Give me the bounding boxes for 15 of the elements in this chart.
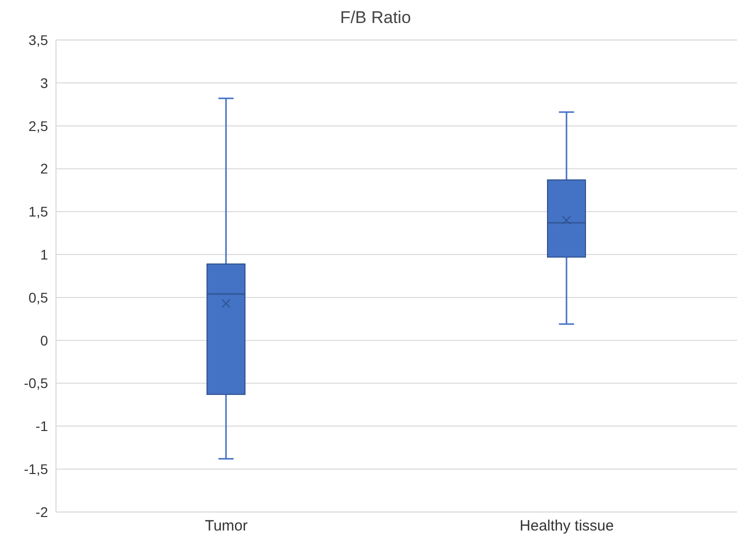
chart-title: F/B Ratio <box>339 8 412 28</box>
y-tick-label: 3 <box>40 74 48 91</box>
y-tick-label: 0 <box>40 332 48 348</box>
y-tick-label: 2 <box>40 160 48 177</box>
y-tick-label: 1,5 <box>28 204 48 220</box>
y-tick-label: -1 <box>36 418 48 434</box>
x-tick-label: Tumor <box>204 518 248 535</box>
x-tick-label: Healthy tissue <box>520 518 614 535</box>
y-tick-label: -0,5 <box>24 375 48 392</box>
y-tick-label: -2 <box>36 504 48 520</box>
y-tick-label: 3,5 <box>28 32 48 48</box>
y-tick-label: 2,5 <box>28 118 48 134</box>
y-tick-label: 1 <box>40 246 48 263</box>
y-tick-label: -1,5 <box>24 461 48 478</box>
y-tick-label: 0,5 <box>28 289 48 306</box>
